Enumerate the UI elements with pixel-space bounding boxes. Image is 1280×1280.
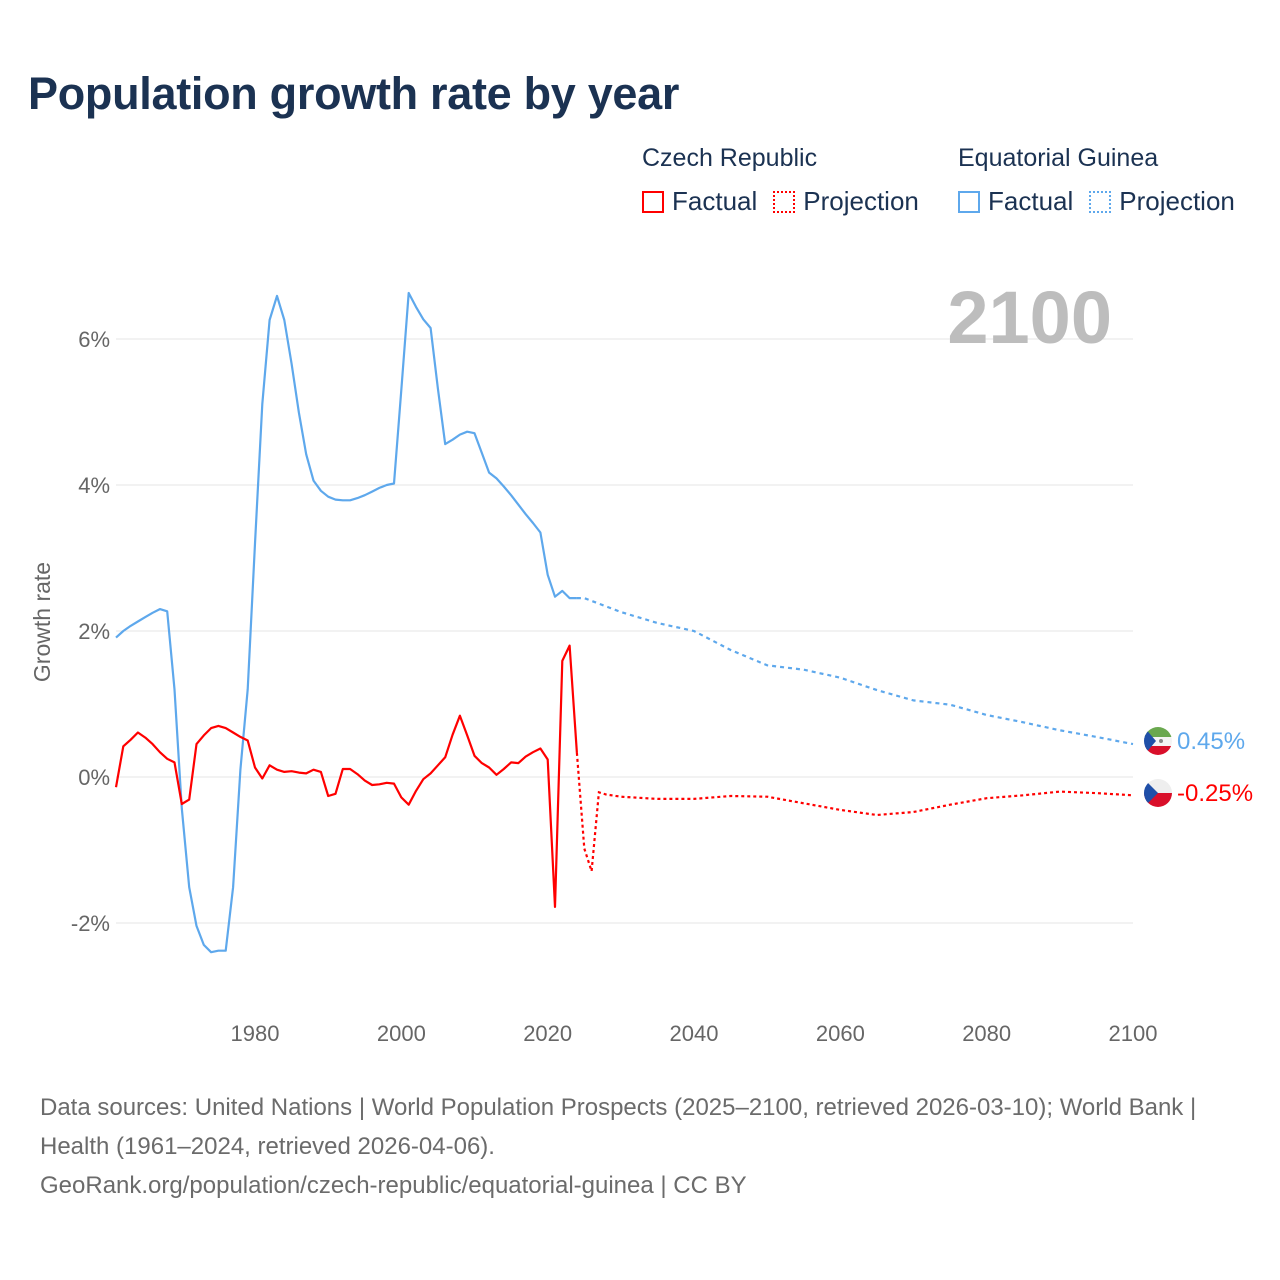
legend-country-name: Czech Republic — [642, 144, 818, 172]
legend-czech-republic: Czech Republic Factual Projection — [642, 144, 935, 217]
flag-equatorial-guinea-icon — [1144, 727, 1172, 755]
y-axis-title: Growth rate — [29, 562, 55, 682]
y-tick-label: 4% — [78, 473, 110, 498]
legend-item-factual[interactable]: Factual — [958, 186, 1073, 217]
legend-swatch-dotted — [1089, 190, 1112, 213]
chart-plot: -2%0%2%4%6%1980 2000 2020 2040 2060 2080 2100 … — [29, 276, 1253, 1046]
footer-attribution[interactable]: GeoRank.org/population/czech-republic/eq… — [40, 1172, 747, 1199]
line-czech-republic-factual — [114, 644, 578, 909]
x-tick-label: 2060 — [816, 1021, 865, 1046]
legend-country-name: Equatorial Guinea — [958, 144, 1159, 172]
chart-title: Population growth rate by year — [28, 68, 680, 119]
x-tick-label: 2000 — [377, 1021, 426, 1046]
footer-sources: Data sources: United Nations | World Pop… — [40, 1094, 1197, 1160]
legend-item-factual[interactable]: Factual — [642, 186, 757, 217]
legend-label: Projection — [1119, 186, 1235, 216]
legend-label: Factual — [988, 186, 1074, 216]
current-year-label: 2100 — [947, 276, 1112, 359]
x-tick-label: 1980 — [231, 1021, 280, 1046]
x-tick-label: 2100 — [1109, 1021, 1158, 1046]
x-tick-label: 2080 — [962, 1021, 1011, 1046]
y-tick-label: 2% — [78, 619, 110, 644]
y-tick-label: 0% — [78, 765, 110, 790]
legend-swatch-solid — [642, 190, 664, 213]
y-tick-label: 6% — [78, 327, 110, 352]
end-label-equatorial-guinea: 0.45% — [1177, 728, 1245, 755]
legend-equatorial-guinea: Equatorial Guinea Factual Projection — [958, 144, 1251, 217]
legend-swatch-dotted — [773, 190, 796, 213]
x-tick-label: 2020 — [523, 1021, 572, 1046]
line-equatorial-guinea-projection — [576, 596, 1134, 746]
x-tick-label: 2040 — [670, 1021, 719, 1046]
footer: Data sources: United Nations | World Pop… — [40, 1088, 1240, 1205]
legend-label: Projection — [803, 186, 919, 216]
legend-item-projection[interactable]: Projection — [1089, 186, 1235, 217]
line-czech-republic-projection — [575, 752, 1134, 872]
legend-item-projection[interactable]: Projection — [773, 186, 919, 217]
flag-czech-republic-icon — [1144, 779, 1172, 807]
y-tick-label: -2% — [71, 911, 110, 936]
legend-label: Factual — [672, 186, 758, 216]
line-equatorial-guinea-factual — [115, 291, 577, 954]
legend-swatch-solid — [958, 190, 980, 213]
end-label-czech-republic: -0.25% — [1177, 780, 1253, 807]
